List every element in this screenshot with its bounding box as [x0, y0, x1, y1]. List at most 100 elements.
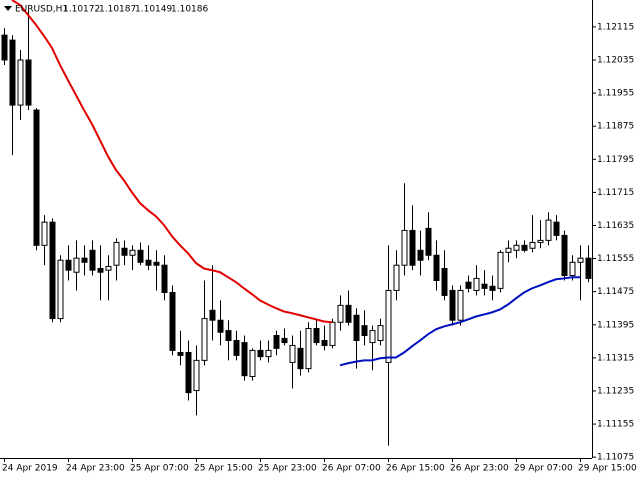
plot-area — [1, 0, 592, 446]
candle-body — [281, 337, 288, 344]
candle-body — [545, 219, 552, 241]
candle-body — [297, 347, 304, 370]
candle-body — [321, 340, 328, 346]
menu-triangle[interactable] — [4, 6, 12, 11]
candle-body — [329, 321, 336, 346]
y-tick-label: 1.11955 — [597, 89, 634, 99]
candle-body — [345, 304, 352, 323]
candle-body — [177, 351, 184, 356]
candle-body — [313, 328, 320, 344]
y-tick-label: 1.11475 — [597, 287, 634, 297]
candle-body — [233, 340, 240, 356]
y-tick-label: 1.11715 — [597, 188, 634, 198]
candle-body — [585, 257, 592, 279]
candle-body — [225, 330, 232, 342]
candle-body — [57, 259, 64, 320]
candle-body — [505, 247, 512, 253]
candle-body — [409, 229, 416, 266]
candle-body — [465, 281, 472, 289]
candle-body — [569, 261, 576, 277]
candle-body — [265, 349, 272, 358]
candle-body — [513, 244, 520, 251]
y-tick-label: 1.11795 — [597, 155, 634, 165]
x-tick-label: 26 Apr 23:00 — [450, 464, 509, 474]
x-tick-label: 29 Apr 07:00 — [514, 464, 573, 474]
candle-body — [497, 251, 504, 289]
candle-body — [449, 289, 456, 321]
candle-body — [41, 221, 48, 246]
candle-body — [81, 257, 88, 263]
candle-body — [217, 319, 224, 333]
y-tick-label: 1.11395 — [597, 320, 634, 330]
x-tick-label: 29 Apr 15:00 — [578, 464, 637, 474]
chart-title: EURUSD,H1 — [15, 5, 68, 15]
candle-body — [129, 249, 136, 256]
candle-body — [393, 264, 400, 291]
candle-body — [33, 109, 40, 246]
candle-body — [209, 309, 216, 321]
candle-body — [201, 318, 208, 361]
candle-body — [489, 285, 496, 291]
candle-body — [121, 247, 128, 256]
candle-body — [425, 227, 432, 256]
candle-body — [89, 249, 96, 271]
candle-body — [481, 283, 488, 289]
candle-body — [337, 304, 344, 323]
y-tick-label: 1.11315 — [597, 353, 634, 363]
candle-body — [441, 268, 448, 296]
candle-body — [113, 241, 120, 266]
candle-body — [473, 277, 480, 291]
candle-body — [9, 39, 16, 106]
candle-body — [193, 359, 200, 392]
candle-body — [153, 261, 160, 266]
candle-body — [1, 34, 8, 61]
candle-body — [65, 259, 72, 271]
candle-body — [417, 249, 424, 261]
header-open: 1.10172 — [63, 5, 100, 15]
candle-body — [97, 268, 104, 273]
candle-body — [577, 257, 584, 263]
candle-body — [553, 221, 560, 236]
candle-body — [305, 328, 312, 370]
candle-body — [17, 59, 24, 106]
candle-body — [529, 241, 536, 249]
candle-body — [377, 325, 384, 342]
indicator-line — [11, 0, 333, 324]
y-tick-label: 1.11155 — [597, 420, 634, 430]
candle-body — [289, 344, 296, 363]
candle-body — [361, 325, 368, 337]
candle-body — [353, 314, 360, 342]
candle-body — [457, 289, 464, 321]
x-tick-label: 25 Apr 15:00 — [194, 464, 253, 474]
candle-body — [241, 342, 248, 377]
candle-body — [105, 265, 112, 271]
y-tick-label: 1.11555 — [597, 254, 634, 264]
y-tick-label: 1.12115 — [597, 22, 634, 32]
y-tick-label: 1.12035 — [597, 55, 634, 65]
candle-body — [161, 264, 168, 294]
candle-body — [521, 244, 528, 251]
x-tick-label: 26 Apr 07:00 — [322, 464, 381, 474]
candle-body — [137, 249, 144, 263]
candle-body — [25, 59, 32, 106]
candle-body — [169, 292, 176, 351]
y-tick-label: 1.11235 — [597, 386, 634, 396]
header-low: 1.10149 — [135, 5, 172, 15]
candle-body — [49, 221, 56, 320]
x-tick-label: 25 Apr 23:00 — [258, 464, 317, 474]
candle-body — [145, 259, 152, 266]
x-tick-label: 25 Apr 07:00 — [130, 464, 189, 474]
candle-body — [185, 351, 192, 394]
candle-body — [273, 335, 280, 349]
candle-body — [249, 349, 256, 377]
indicator-line — [339, 276, 580, 367]
y-tick-label: 1.11635 — [597, 221, 634, 231]
y-tick-label: 1.11075 — [597, 453, 634, 463]
x-tick-label: 24 Apr 2019 — [2, 464, 58, 474]
candle-body — [401, 229, 408, 266]
candle-body — [257, 349, 264, 358]
candle-body — [537, 239, 544, 243]
candle-body — [561, 234, 568, 277]
